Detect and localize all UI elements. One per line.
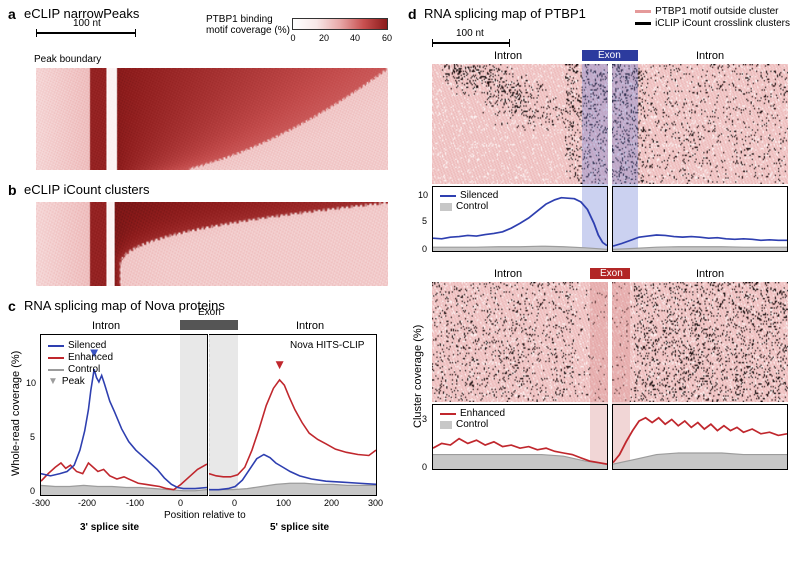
panel-d-silenced-heatmap-right [612, 64, 788, 184]
colorbar-tick: 40 [350, 33, 360, 43]
ytick: 0 [422, 244, 427, 254]
panel-a-label: a [8, 6, 16, 22]
panel-c-ylabel: Whole-read coverage (%) [10, 351, 22, 476]
panel-a-colorbar-title: PTBP1 binding motif coverage (%) [206, 14, 290, 36]
panel-a-peak-boundary-label: Peak boundary [34, 54, 101, 65]
panel-a-colorbar: 0 20 40 60 [292, 18, 388, 30]
legend-iclip-clusters: iCLIP iCount crosslink clusters [635, 18, 790, 29]
legend-silenced-label: Silenced [68, 340, 106, 351]
panel-c-intron-left: Intron [92, 320, 120, 332]
panel-d-enhanced-heatmap-right [612, 282, 788, 402]
legend-iclip-clusters-label: iCLIP iCount crosslink clusters [655, 18, 790, 29]
panel-c-exon-label: Exon [198, 307, 221, 318]
panel-b-label: b [8, 182, 17, 198]
panel-d-ylabel: Cluster coverage (%) [412, 325, 424, 428]
panel-b: b eCLIP iCount clusters [8, 182, 390, 290]
ytick: 5 [422, 216, 427, 226]
legend-d-enhanced-label: Enhanced [460, 408, 505, 419]
xtick: -300 [32, 498, 50, 508]
ytick: 3 [422, 414, 427, 424]
panel-c-method-label: Nova HITS-CLIP [290, 340, 364, 351]
legend-motif-outside: PTBP1 motif outside cluster [635, 6, 778, 17]
legend-d-silenced: Silenced [440, 190, 498, 201]
panel-a-scalebar [36, 32, 136, 34]
colorbar-tick: 60 [382, 33, 392, 43]
panel-d-label: d [408, 6, 417, 22]
xtick: 100 [276, 498, 291, 508]
ytick: 10 [26, 378, 36, 388]
xtick: 0 [178, 498, 183, 508]
panel-d-enh-exon-label: Exon [600, 268, 623, 279]
xtick: 200 [324, 498, 339, 508]
panel-d-enhanced-chart-right [612, 404, 788, 470]
legend-control-label: Control [68, 364, 100, 375]
panel-d-silenced-chart-right [612, 186, 788, 252]
panel-d-enh-intron-r: Intron [696, 268, 724, 280]
legend-silenced: Silenced [48, 340, 113, 351]
xtick: 300 [368, 498, 383, 508]
ytick: 0 [30, 486, 35, 496]
panel-c-intron-right: Intron [296, 320, 324, 332]
ytick: 0 [422, 462, 427, 472]
panel-c-title: RNA splicing map of Nova proteins [24, 298, 225, 313]
panel-c: c RNA splicing map of Nova proteins Intr… [8, 298, 390, 554]
legend-motif-outside-label: PTBP1 motif outside cluster [655, 6, 778, 17]
panel-c-xlabel-right: 5' splice site [270, 522, 329, 533]
legend-enhanced-label: Enhanced [68, 352, 113, 363]
panel-d-enh-legend: Enhanced Control [440, 408, 505, 430]
left-column: a eCLIP narrowPeaks 100 nt PTBP1 binding… [8, 6, 390, 555]
panel-d-sil-intron-l: Intron [494, 50, 522, 62]
panel-c-xlabel-left: 3' splice site [80, 522, 139, 533]
panel-b-title: eCLIP iCount clusters [24, 182, 150, 197]
panel-a: a eCLIP narrowPeaks 100 nt PTBP1 binding… [8, 6, 390, 174]
ytick: 5 [30, 432, 35, 442]
xtick: -200 [78, 498, 96, 508]
legend-enhanced: Enhanced [48, 352, 113, 363]
legend-d-control-2: Control [440, 419, 505, 430]
panel-c-label: c [8, 298, 16, 314]
panel-d-silenced-heatmap-left [432, 64, 608, 184]
legend-d-control1-label: Control [456, 201, 488, 212]
legend-d-control2-label: Control [456, 419, 488, 430]
panel-d-enh-intron-l: Intron [494, 268, 522, 280]
panel-d-enhanced-heatmap-left [432, 282, 608, 402]
legend-d-control-1: Control [440, 201, 498, 212]
panel-d: d RNA splicing map of PTBP1 PTBP1 motif … [408, 6, 792, 555]
peak-marker-icon: ▼ [48, 376, 58, 387]
panel-b-heatmap [36, 202, 388, 286]
panel-d-scalebar [432, 42, 510, 44]
panel-d-scalebar-label: 100 nt [456, 28, 484, 39]
ytick: 10 [418, 190, 428, 200]
panel-c-chart-right [209, 334, 377, 496]
panel-c-exon-bar [180, 320, 238, 330]
xtick: 0 [232, 498, 237, 508]
panel-d-title: RNA splicing map of PTBP1 [424, 6, 586, 21]
panel-d-sil-intron-r: Intron [696, 50, 724, 62]
panel-d-top-legend: PTBP1 motif outside cluster iCLIP iCount… [635, 6, 790, 29]
legend-peak-label: Peak [62, 376, 85, 387]
colorbar-tick: 20 [319, 33, 329, 43]
panel-c-legend: Silenced Enhanced Control ▼ Peak [48, 340, 113, 387]
panel-d-sil-legend: Silenced Control [440, 190, 498, 212]
colorbar-tick: 0 [290, 33, 295, 43]
legend-peak: ▼ Peak [48, 376, 113, 387]
xtick: -100 [126, 498, 144, 508]
legend-d-enhanced: Enhanced [440, 408, 505, 419]
panel-a-scalebar-label: 100 nt [73, 18, 101, 29]
panel-a-heatmap [36, 68, 388, 170]
legend-d-silenced-label: Silenced [460, 190, 498, 201]
panel-d-sil-exon-label: Exon [598, 50, 621, 61]
legend-control: Control [48, 364, 113, 375]
panel-c-xlabel: Position relative to [164, 510, 246, 521]
